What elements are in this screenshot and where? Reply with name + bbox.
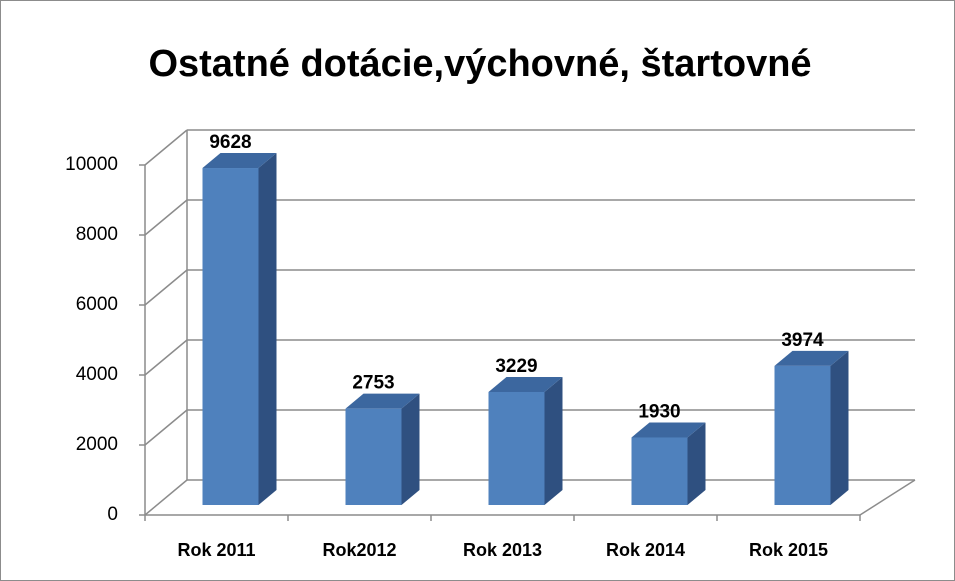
bar-top	[774, 350, 849, 366]
x-tick-label: Rok 2015	[749, 540, 828, 560]
bar-side	[258, 153, 277, 505]
floor-edge	[859, 479, 916, 516]
grid-line	[144, 339, 188, 376]
bar-side	[687, 422, 706, 505]
x-tick-label: Rok 2013	[463, 540, 542, 560]
bar-side	[830, 350, 849, 505]
x-tick-label: Rok2012	[322, 540, 396, 560]
grid-line	[144, 479, 188, 516]
bar	[202, 168, 259, 505]
value-label: 9628	[209, 132, 251, 153]
y-tick-label: 4000	[76, 364, 118, 385]
value-label: 1930	[638, 401, 680, 422]
bar	[345, 408, 402, 505]
y-tick-label: 2000	[76, 434, 118, 455]
x-tick-label: Rok 2011	[177, 540, 255, 560]
grid-line	[144, 199, 188, 236]
bar	[631, 437, 688, 505]
bar	[488, 391, 545, 505]
y-tick-label: 10000	[65, 154, 118, 175]
bar-top	[631, 422, 706, 438]
grid-line	[144, 129, 188, 166]
bar-top	[345, 393, 420, 409]
bar-top	[202, 153, 277, 169]
value-label: 3974	[781, 330, 824, 351]
bar	[774, 365, 831, 505]
value-label: 2753	[352, 373, 394, 394]
grid-line	[144, 409, 188, 446]
grid-line	[144, 269, 188, 306]
chart-title: Ostatné dotácie,výchovné, štartovné	[148, 43, 811, 85]
value-label: 3229	[495, 356, 537, 377]
bar-side	[401, 393, 420, 505]
y-tick-label: 0	[107, 504, 118, 525]
bar-top	[488, 376, 563, 392]
x-tick-label: Rok 2014	[606, 540, 685, 560]
y-tick-label: 6000	[76, 294, 118, 315]
y-tick-label: 8000	[76, 224, 118, 245]
bar-side	[544, 376, 563, 505]
